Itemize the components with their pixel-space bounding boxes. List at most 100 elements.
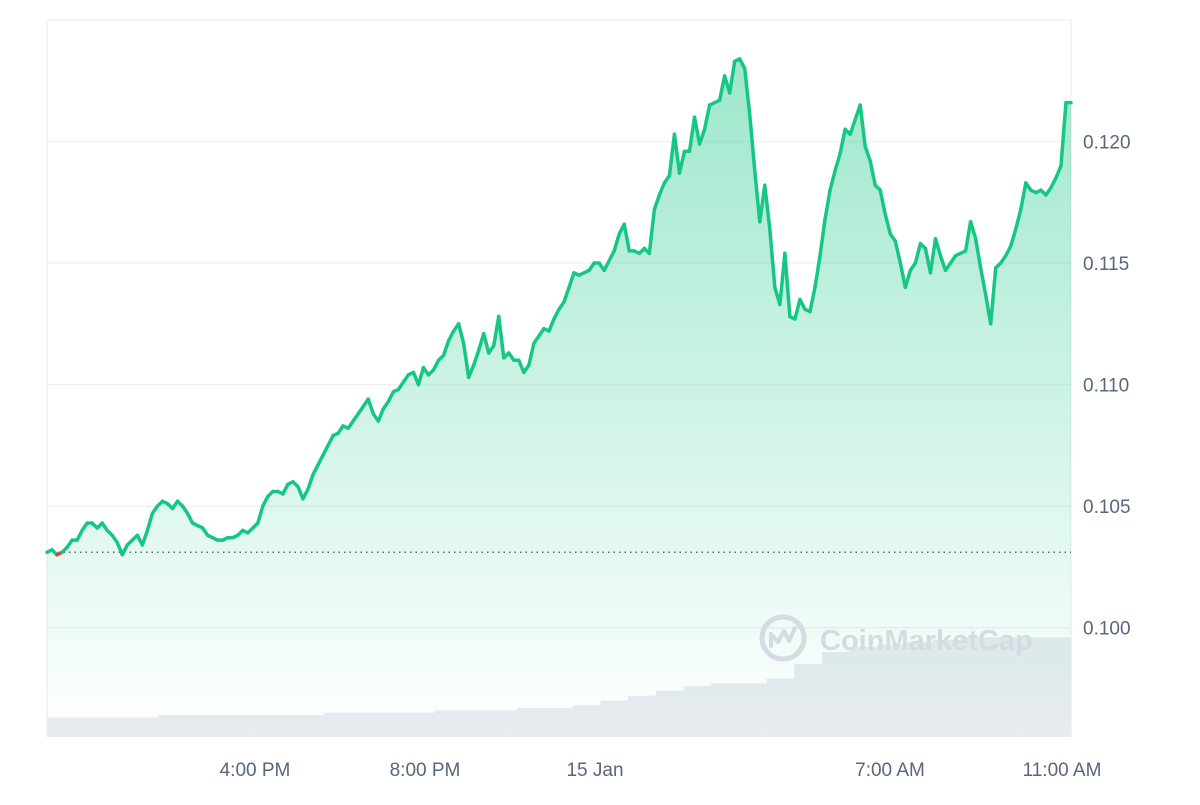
price-segment bbox=[737, 57, 747, 71]
price-segment bbox=[883, 212, 893, 236]
x-tick-label: 11:00 AM bbox=[1023, 760, 1102, 781]
price-segment bbox=[466, 363, 476, 380]
price-segment bbox=[783, 251, 792, 319]
watermark-text: CoinMarketCap bbox=[820, 625, 1033, 657]
price-segment bbox=[1054, 164, 1063, 180]
price-segment bbox=[547, 317, 556, 333]
price-segment bbox=[1049, 176, 1058, 190]
price-segment bbox=[988, 266, 998, 326]
price-segment bbox=[481, 331, 491, 355]
price-segment bbox=[75, 528, 84, 542]
price-segment bbox=[281, 482, 290, 496]
price-segment bbox=[366, 397, 376, 416]
price-segment bbox=[657, 181, 667, 197]
price-segment bbox=[933, 237, 943, 258]
y-axis: 0.100 0.105 0.110 0.115 0.120 bbox=[1083, 133, 1131, 640]
price-segment bbox=[562, 285, 571, 304]
price-segment bbox=[938, 254, 948, 273]
price-segment bbox=[858, 103, 867, 149]
price-segment bbox=[431, 358, 441, 372]
x-tick-label: 15 Jan bbox=[566, 760, 623, 781]
price-segment bbox=[607, 249, 616, 263]
y-tick-label: 0.115 bbox=[1083, 254, 1129, 275]
price-segment bbox=[863, 144, 872, 163]
price-segment bbox=[622, 222, 632, 253]
price-segment bbox=[763, 183, 772, 231]
price-segment bbox=[301, 487, 310, 501]
price-segment bbox=[441, 339, 451, 358]
price-segment bbox=[702, 103, 712, 132]
price-segment bbox=[321, 443, 330, 457]
price-segment bbox=[612, 232, 621, 253]
price-segment bbox=[793, 297, 802, 321]
price-segment bbox=[808, 285, 817, 314]
price-segment bbox=[742, 66, 752, 117]
y-tick-label: 0.120 bbox=[1083, 133, 1131, 154]
price-segment bbox=[823, 188, 832, 222]
x-tick-label: 4:00 PM bbox=[220, 760, 291, 781]
price-segment bbox=[306, 472, 315, 491]
watermark: CoinMarketCap bbox=[759, 614, 1033, 662]
price-segment bbox=[913, 241, 923, 265]
price-segment bbox=[973, 237, 983, 270]
price-segment bbox=[311, 463, 320, 477]
price-segment bbox=[497, 314, 506, 360]
price-segment bbox=[527, 341, 536, 367]
price-segment bbox=[833, 151, 842, 173]
price-segment bbox=[1019, 181, 1028, 212]
price-segment bbox=[140, 528, 150, 547]
price-segment bbox=[818, 217, 827, 258]
price-line[interactable] bbox=[45, 57, 1073, 557]
price-segment bbox=[602, 258, 611, 273]
x-tick-label: 8:00 PM bbox=[390, 760, 461, 781]
price-segment bbox=[868, 159, 877, 188]
y-tick-label: 0.105 bbox=[1083, 497, 1131, 518]
price-segment bbox=[717, 74, 727, 102]
price-segment bbox=[672, 132, 682, 175]
y-tick-label: 0.100 bbox=[1083, 619, 1131, 640]
price-segment bbox=[813, 254, 822, 290]
price-segment bbox=[687, 115, 697, 153]
price-segment bbox=[461, 341, 471, 380]
price-segment bbox=[978, 266, 988, 297]
price-segment bbox=[567, 271, 576, 290]
price-segment bbox=[727, 59, 737, 95]
price-segment bbox=[316, 453, 325, 467]
price-segment bbox=[386, 390, 396, 404]
price-segment bbox=[326, 433, 335, 448]
price-segment bbox=[1014, 207, 1023, 231]
price-segment bbox=[1009, 227, 1018, 248]
price-segment bbox=[552, 307, 561, 321]
price-segment bbox=[1059, 100, 1068, 168]
price-segment bbox=[185, 511, 195, 525]
price-segment bbox=[878, 188, 888, 217]
price-segment bbox=[753, 168, 762, 224]
x-axis: 4:00 PM 8:00 PM 15 Jan 7:00 AM 11:00 AM bbox=[220, 760, 1102, 781]
price-area-fill bbox=[47, 58, 1071, 737]
price-segment bbox=[697, 127, 707, 146]
price-segment bbox=[120, 543, 130, 557]
price-segment bbox=[903, 268, 913, 290]
price-segment bbox=[261, 494, 270, 508]
price-segment bbox=[848, 117, 857, 136]
price-segment bbox=[517, 358, 526, 375]
price-segment bbox=[677, 149, 687, 175]
price-segment bbox=[1004, 244, 1013, 258]
price-area bbox=[47, 58, 1071, 737]
price-segment bbox=[898, 261, 908, 290]
price-segment bbox=[768, 227, 777, 290]
price-segment bbox=[692, 115, 702, 146]
price-segment bbox=[446, 329, 456, 343]
y-tick-label: 0.110 bbox=[1083, 376, 1129, 397]
price-segment bbox=[647, 207, 657, 256]
price-segment bbox=[828, 168, 837, 192]
coinmarketcap-logo-icon bbox=[759, 614, 807, 662]
price-segment bbox=[893, 239, 903, 265]
price-segment bbox=[652, 193, 662, 212]
price-segment bbox=[456, 322, 466, 346]
price-segment bbox=[416, 365, 426, 387]
price-segment bbox=[928, 237, 938, 275]
price-segment bbox=[471, 348, 481, 367]
